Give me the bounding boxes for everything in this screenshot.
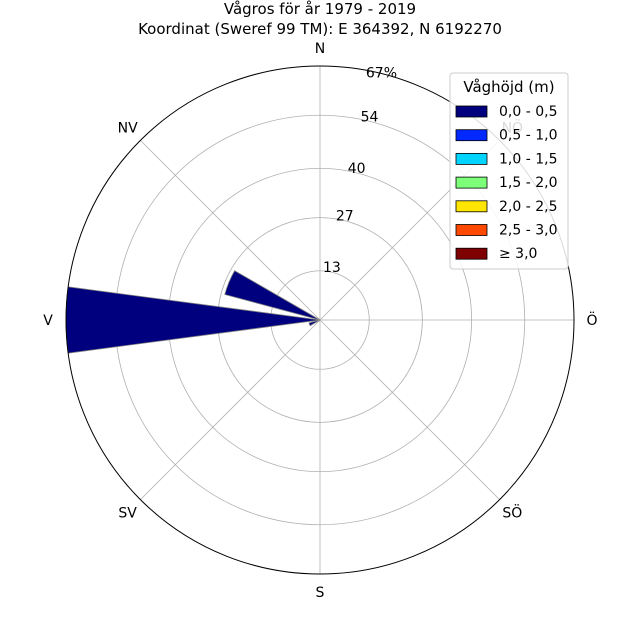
radial-tick-label-3: 54 <box>361 109 379 125</box>
direction-label-4: S <box>316 585 325 601</box>
chart-title: Vågros för år 1979 - 2019 <box>224 0 416 18</box>
rose-bar-2 <box>308 319 321 327</box>
direction-label-5: SÖ <box>502 503 522 521</box>
legend-label-0: 0,0 - 0,5 <box>499 104 557 120</box>
grid-spoke-3 <box>319 319 500 500</box>
legend-label-4: 2,0 - 2,5 <box>499 199 557 215</box>
legend-label-3: 1,5 - 2,0 <box>499 175 557 191</box>
legend-swatch-5 <box>455 224 488 236</box>
direction-label-0: N <box>315 41 325 57</box>
direction-label-6: Ö <box>586 311 597 329</box>
rose-bar-0 <box>65 286 321 354</box>
radial-tick-label-2: 40 <box>348 161 366 177</box>
legend-swatch-4 <box>455 200 488 213</box>
radial-tick-label-4: 67% <box>366 66 397 82</box>
legend-label-1: 0,5 - 1,0 <box>499 128 557 144</box>
legend-label-6: ≥ 3,0 <box>499 246 537 262</box>
legend-box <box>449 72 569 270</box>
rose-bars <box>65 270 321 354</box>
legend-title: Våghöjd (m) <box>463 78 554 96</box>
legend-swatch-1 <box>455 129 488 142</box>
legend-swatch-6 <box>455 247 488 260</box>
chart-subtitle: Koordinat (Sweref 99 TM): E 364392, N 61… <box>138 20 502 38</box>
grid-spoke-7 <box>140 140 321 321</box>
legend-entries: 0,0 - 0,5 0,5 - 1,0 1,0 - 1,5 1,5 - 2,0 2,0 … <box>455 104 557 262</box>
radial-tick-labels: 13 27 40 54 67% <box>323 66 397 277</box>
legend-swatch-0 <box>455 105 488 118</box>
legend-label-2: 1,0 - 1,5 <box>499 151 557 167</box>
radial-tick-label-0: 13 <box>323 260 341 276</box>
direction-label-3: SV <box>118 505 137 521</box>
legend-label-5: 2,5 - 3,0 <box>499 223 557 239</box>
direction-label-1: NV <box>118 121 138 137</box>
radial-tick-label-1: 27 <box>336 209 354 225</box>
legend-swatch-3 <box>455 176 488 189</box>
polar-frame <box>65 65 575 575</box>
direction-label-2: V <box>43 313 53 329</box>
legend-swatch-2 <box>455 152 488 165</box>
legend: Våghöjd (m) 0,0 - 0,5 0,5 - 1,0 1,0 - 1,5 1… <box>449 72 569 270</box>
rose-bar-1 <box>224 270 321 321</box>
grid-spoke-5 <box>140 319 321 500</box>
